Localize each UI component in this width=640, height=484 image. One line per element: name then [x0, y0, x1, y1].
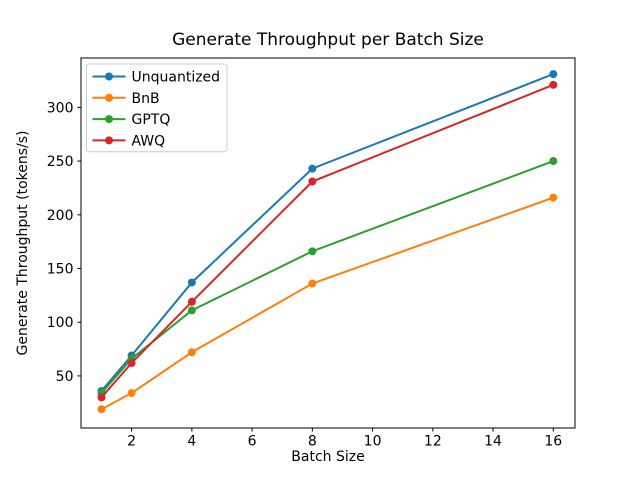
data-point-awq-x4: [187, 297, 196, 306]
x-tick-label: 8: [308, 434, 317, 450]
legend-entry-awq: AWQ: [92, 133, 166, 149]
data-point-awq-x8: [308, 177, 317, 186]
x-tick-label: 12: [424, 434, 442, 450]
legend-marker: [105, 72, 113, 81]
legend-entry-unquantized: Unquantized: [92, 70, 221, 86]
y-tick-label: 50: [56, 369, 74, 385]
y-tick-label: 150: [47, 262, 74, 278]
x-tick-label: 14: [484, 434, 502, 450]
legend-marker: [105, 93, 113, 102]
data-point-bnb-x2: [127, 389, 136, 398]
data-point-gptq-x8: [308, 247, 317, 256]
data-point-unquantized-x8: [308, 164, 317, 173]
data-point-bnb-x4: [187, 348, 196, 357]
y-tick-label: 100: [47, 315, 74, 331]
series-line-gptq: [100, 160, 554, 394]
legend-label: Unquantized: [132, 70, 221, 86]
data-point-gptq-x4: [187, 306, 196, 315]
data-point-unquantized-x16: [549, 70, 558, 79]
legend-frame: [86, 63, 228, 153]
data-point-awq-x2: [127, 359, 136, 368]
legend: Unquantized BnB GPTQ AWQ: [86, 63, 228, 153]
legend-entry-bnb: BnB: [92, 91, 160, 107]
legend-label: BnB: [132, 91, 160, 107]
legend-marker: [105, 115, 113, 124]
x-tick-label: 16: [544, 434, 562, 450]
x-axis-label: Batch Size: [291, 449, 364, 465]
x-tick-label: 10: [364, 434, 382, 450]
legend-entry-gptq: GPTQ: [92, 112, 171, 128]
x-tick-label: 4: [187, 434, 196, 450]
data-point-unquantized-x4: [187, 278, 196, 287]
legend-marker: [105, 136, 113, 145]
data-point-bnb-x8: [308, 279, 317, 288]
x-tick-label: 6: [248, 434, 257, 450]
plot-layer: 2 4 6 8 10 12 14 16 50 100 150 200 250 300: [47, 57, 576, 450]
x-tick-label: 2: [127, 434, 136, 450]
y-tick-label: 200: [47, 208, 74, 224]
data-point-bnb-x16: [549, 193, 558, 202]
series-line-bnb: [101, 196, 554, 411]
chart-title: Generate Throughput per Batch Size: [172, 30, 484, 50]
data-point-gptq-x16: [549, 157, 558, 166]
legend-label: GPTQ: [132, 112, 171, 128]
y-axis-label: Generate Throughput (tokens/s): [15, 131, 31, 356]
data-point-awq-x16: [549, 80, 558, 89]
data-point-bnb-x1: [97, 405, 106, 414]
y-tick-label: 300: [47, 100, 74, 116]
plot-area: [80, 57, 576, 429]
data-point-awq-x1: [97, 393, 106, 402]
legend-label: AWQ: [132, 133, 166, 149]
y-tick-label: 250: [47, 154, 74, 170]
